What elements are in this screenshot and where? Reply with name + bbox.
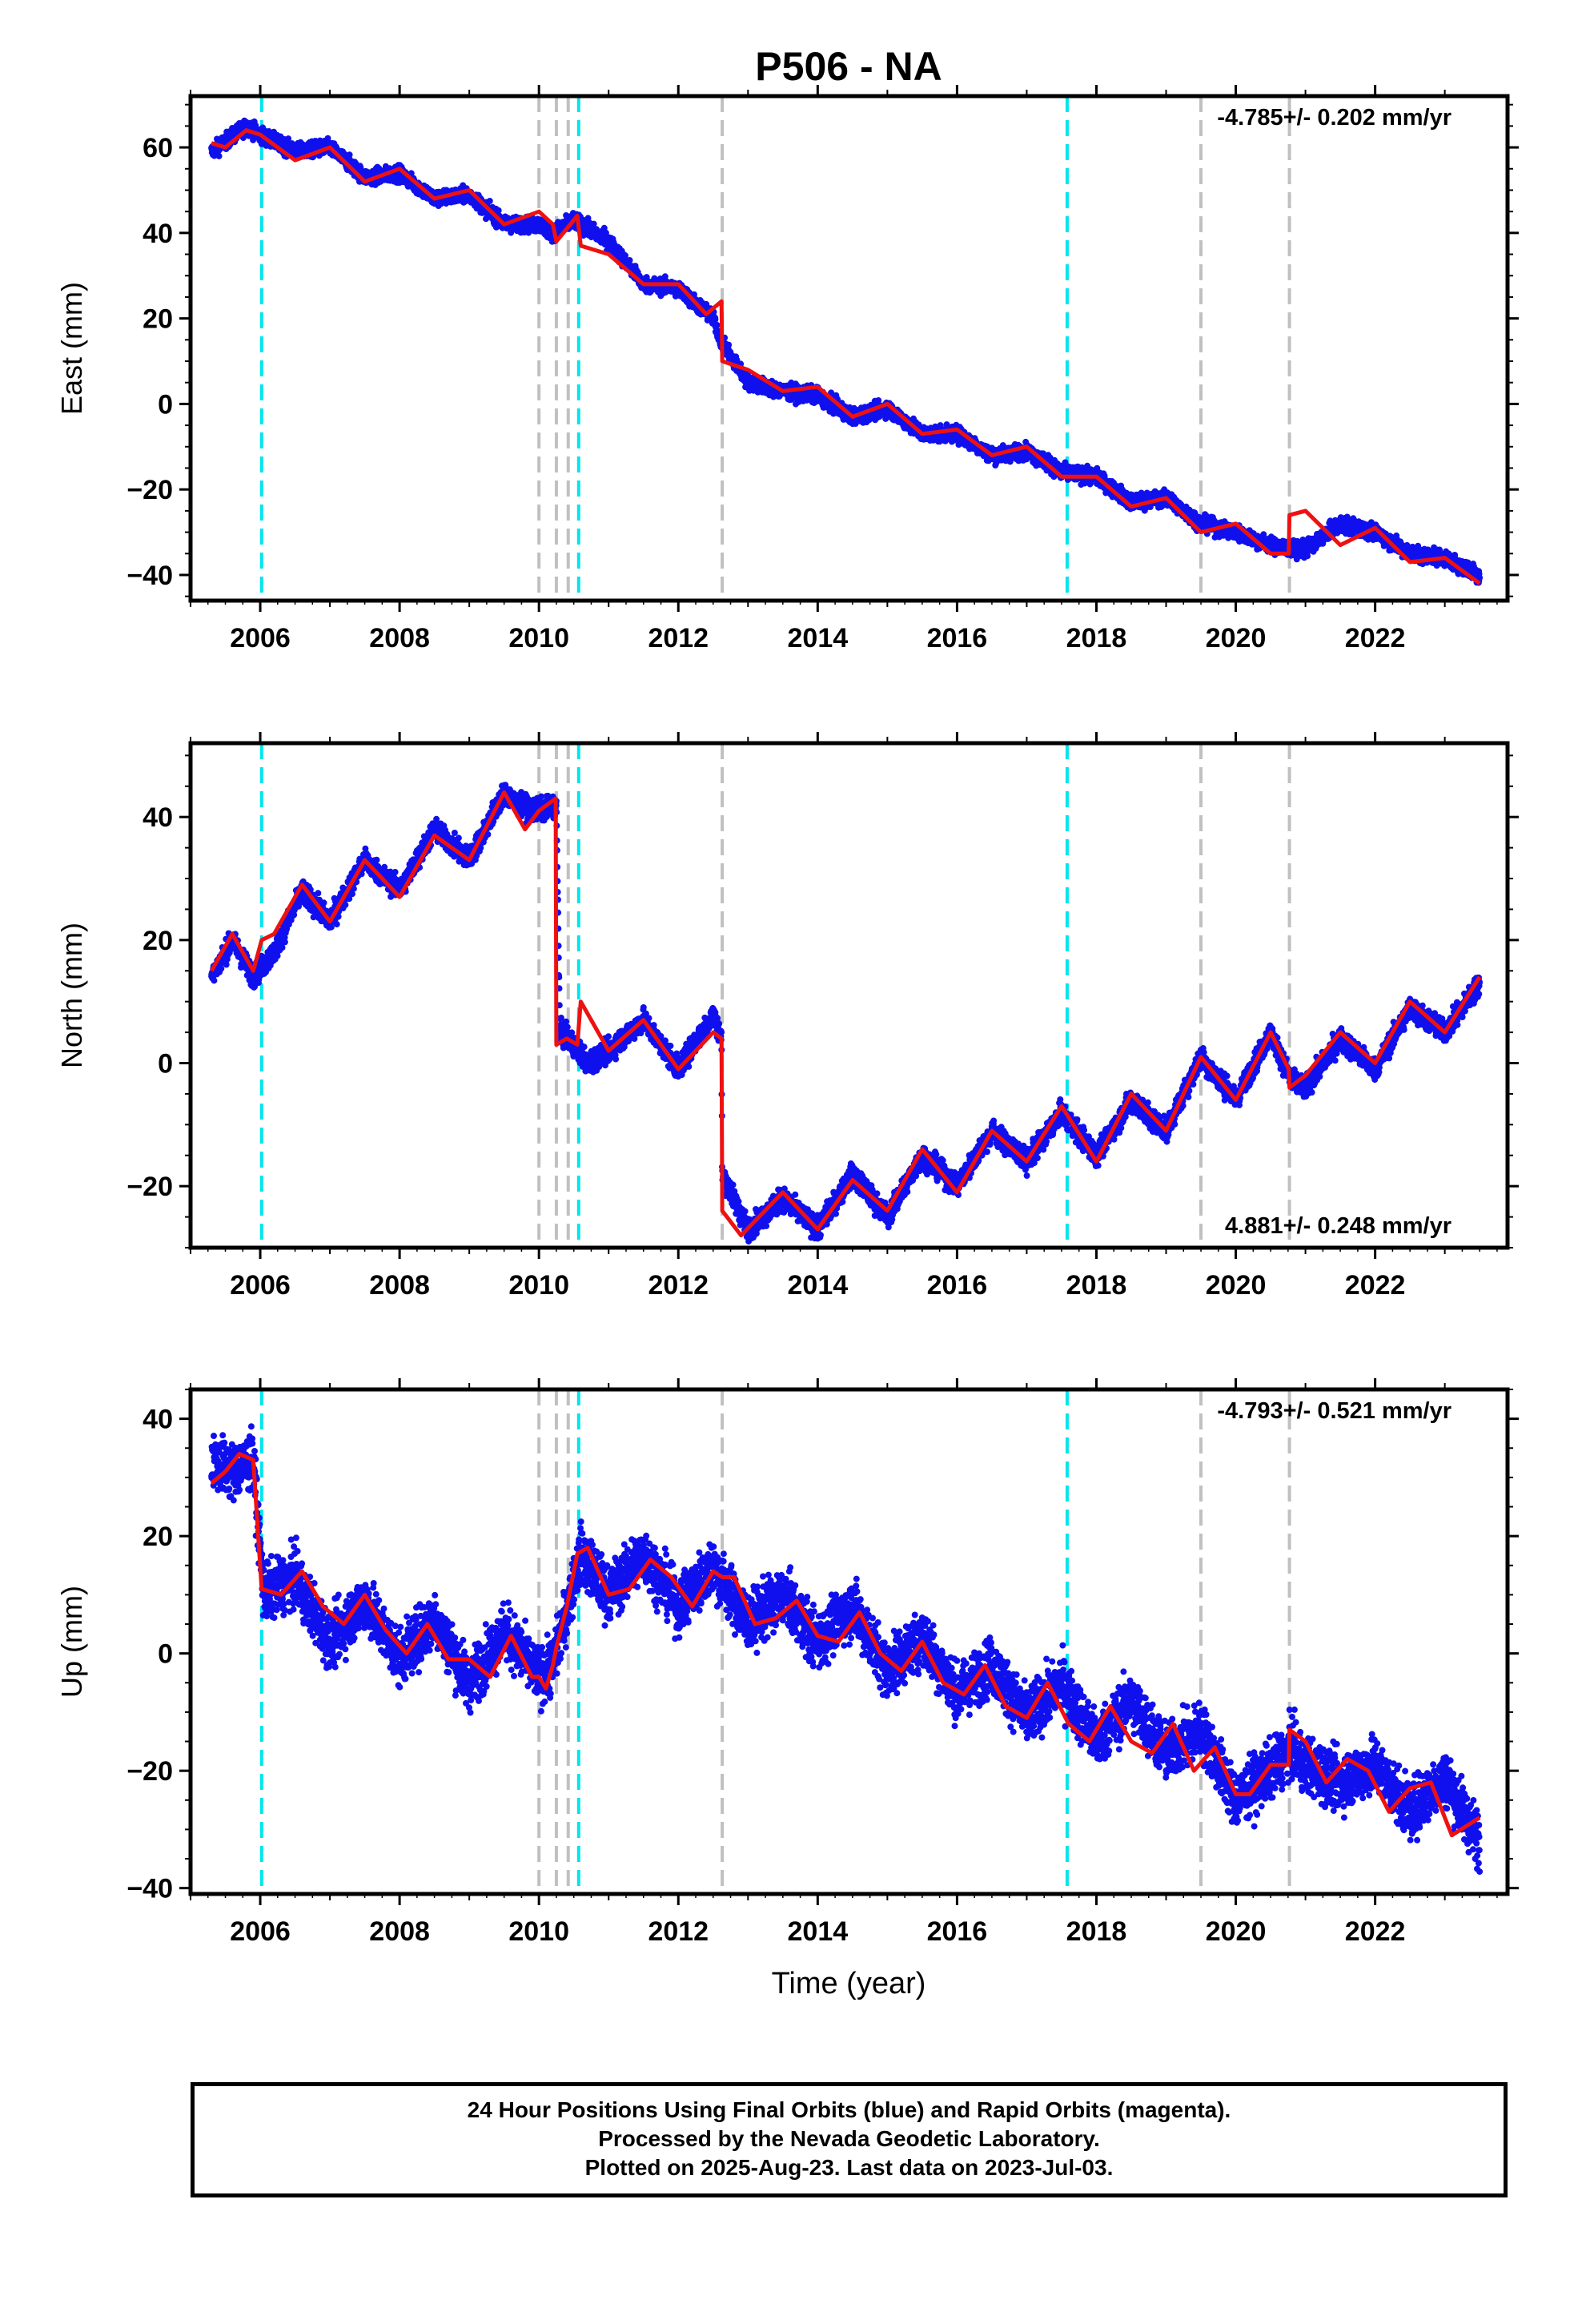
x-tick-label: 2008 [369,1270,430,1301]
x-tick-label: 2010 [508,1270,569,1301]
y-tick-label: 40 [143,1405,173,1435]
x-tick-label: 2020 [1206,623,1267,653]
y-tick-label: 0 [158,389,173,420]
y-tick-label: −20 [126,1172,173,1202]
x-tick-label: 2014 [788,1916,849,1947]
x-tick-label: 2016 [927,1270,988,1301]
y-tick-label: 0 [158,1049,173,1080]
y-tick-label: −20 [126,1756,173,1787]
x-tick-label: 2008 [369,623,430,653]
y-tick-label: 40 [143,802,173,833]
y-axis-label: Up (mm) [55,1586,88,1698]
x-tick-label: 2006 [230,1916,291,1947]
plot-frame [188,741,1510,1250]
daily-position-points [208,782,1484,1245]
y-tick-label: 40 [143,219,173,249]
plot-frame [188,94,1510,603]
model-fit-line [209,790,1482,1238]
y-axis-label: North (mm) [55,923,88,1068]
x-tick-label: 2022 [1345,1270,1406,1301]
rate-annotation: -4.793+/- 0.521 mm/yr [1217,1398,1452,1424]
footer-line-2: Processed by the Nevada Geodetic Laborat… [598,2126,1100,2151]
x-tick-label: 2018 [1066,1270,1127,1301]
x-tick-label: 2012 [648,1916,709,1947]
x-tick-label: 2010 [508,1916,569,1947]
daily-positions-up [208,1423,1484,1876]
x-tick-label: 2014 [788,1270,849,1301]
y-tick-label: −40 [126,561,173,591]
y-tick-label: 20 [143,304,173,335]
x-tick-label: 2008 [369,1916,430,1947]
x-tick-label: 2006 [230,1270,291,1301]
x-tick-label: 2016 [927,623,988,653]
y-tick-label: 20 [143,926,173,956]
y-axis-label: East (mm) [55,282,88,415]
x-tick-label: 2016 [927,1916,988,1947]
footer-box: 24 Hour Positions Using Final Orbits (bl… [191,2082,1508,2197]
x-tick-label: 2020 [1206,1270,1267,1301]
panel-east: −40 −20 0 20 40 60 2006 2008 2010 2012 2014 2016 201… [55,85,1519,653]
rate-annotation: 4.881+/- 0.248 mm/yr [1225,1213,1452,1239]
x-tick-label: 2006 [230,623,291,653]
daily-positions-east [208,117,1484,586]
y-tick-label: 0 [158,1639,173,1670]
figure-title: P506 - NA [755,44,942,89]
plot-frame [188,1387,1510,1896]
footer-line-1: 24 Hour Positions Using Final Orbits (bl… [467,2097,1231,2122]
y-tick-label: 60 [143,133,173,163]
x-tick-label: 2022 [1345,1916,1406,1947]
daily-position-points [208,1423,1484,1876]
panel-north: −20 0 20 40 2006 2008 2010 2012 2014 2016 2018 2020… [55,732,1519,1301]
rate-annotation: -4.785+/- 0.202 mm/yr [1217,105,1452,131]
y-tick-label: 20 [143,1522,173,1552]
x-tick-label: 2018 [1066,1916,1127,1947]
x-tick-label: 2018 [1066,623,1127,653]
panel-up: −40 −20 0 20 40 2006 2008 2010 2012 2014 2016 2018 2… [55,1378,1519,1947]
model-fit-line [210,1452,1481,1838]
x-tick-label: 2020 [1206,1916,1267,1947]
x-tick-label: 2012 [648,1270,709,1301]
footer-line-3: Plotted on 2025-Aug-23. Last data on 202… [584,2155,1114,2180]
x-tick-label: 2014 [788,623,849,653]
daily-position-points [208,117,1484,586]
model-fit-line [211,128,1481,585]
panels-group: −40 −20 0 20 40 60 2006 2008 2010 2012 2014 2016 201… [55,85,1519,1947]
x-tick-label: 2012 [648,623,709,653]
y-tick-label: −20 [126,475,173,505]
y-tick-label: −40 [126,1874,173,1904]
x-axis-label: Time (year) [772,1967,926,2000]
x-tick-label: 2022 [1345,623,1406,653]
x-tick-label: 2010 [508,623,569,653]
daily-positions-north [208,782,1484,1245]
